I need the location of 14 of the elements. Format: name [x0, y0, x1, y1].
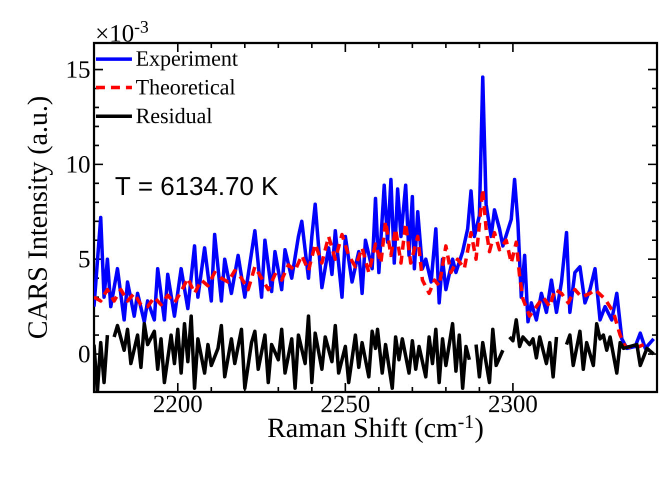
x-tick-label: 2200 [154, 396, 202, 412]
x-axis-title: Raman Shift (cm$^{-1}$) [268, 415, 483, 443]
y-tick-label: 5 [79, 250, 90, 268]
legend-label: Residual [136, 108, 212, 124]
legend-label: Experiment [136, 51, 238, 70]
y-tick-label: 15 [68, 61, 90, 78]
y-axis-title: CARS Intensity (a.u.) [27, 97, 53, 338]
y-tick-label: 10 [68, 156, 90, 173]
y-tick-label: 0 [78, 346, 90, 362]
annotation: T = 6134.70 K [115, 176, 278, 196]
legend-label: Theoretical [136, 79, 236, 95]
text: ×10$^{-3}$ [97, 21, 148, 42]
x-tick-label: 2300 [489, 396, 537, 412]
x-tick-label: 2250 [322, 396, 370, 412]
